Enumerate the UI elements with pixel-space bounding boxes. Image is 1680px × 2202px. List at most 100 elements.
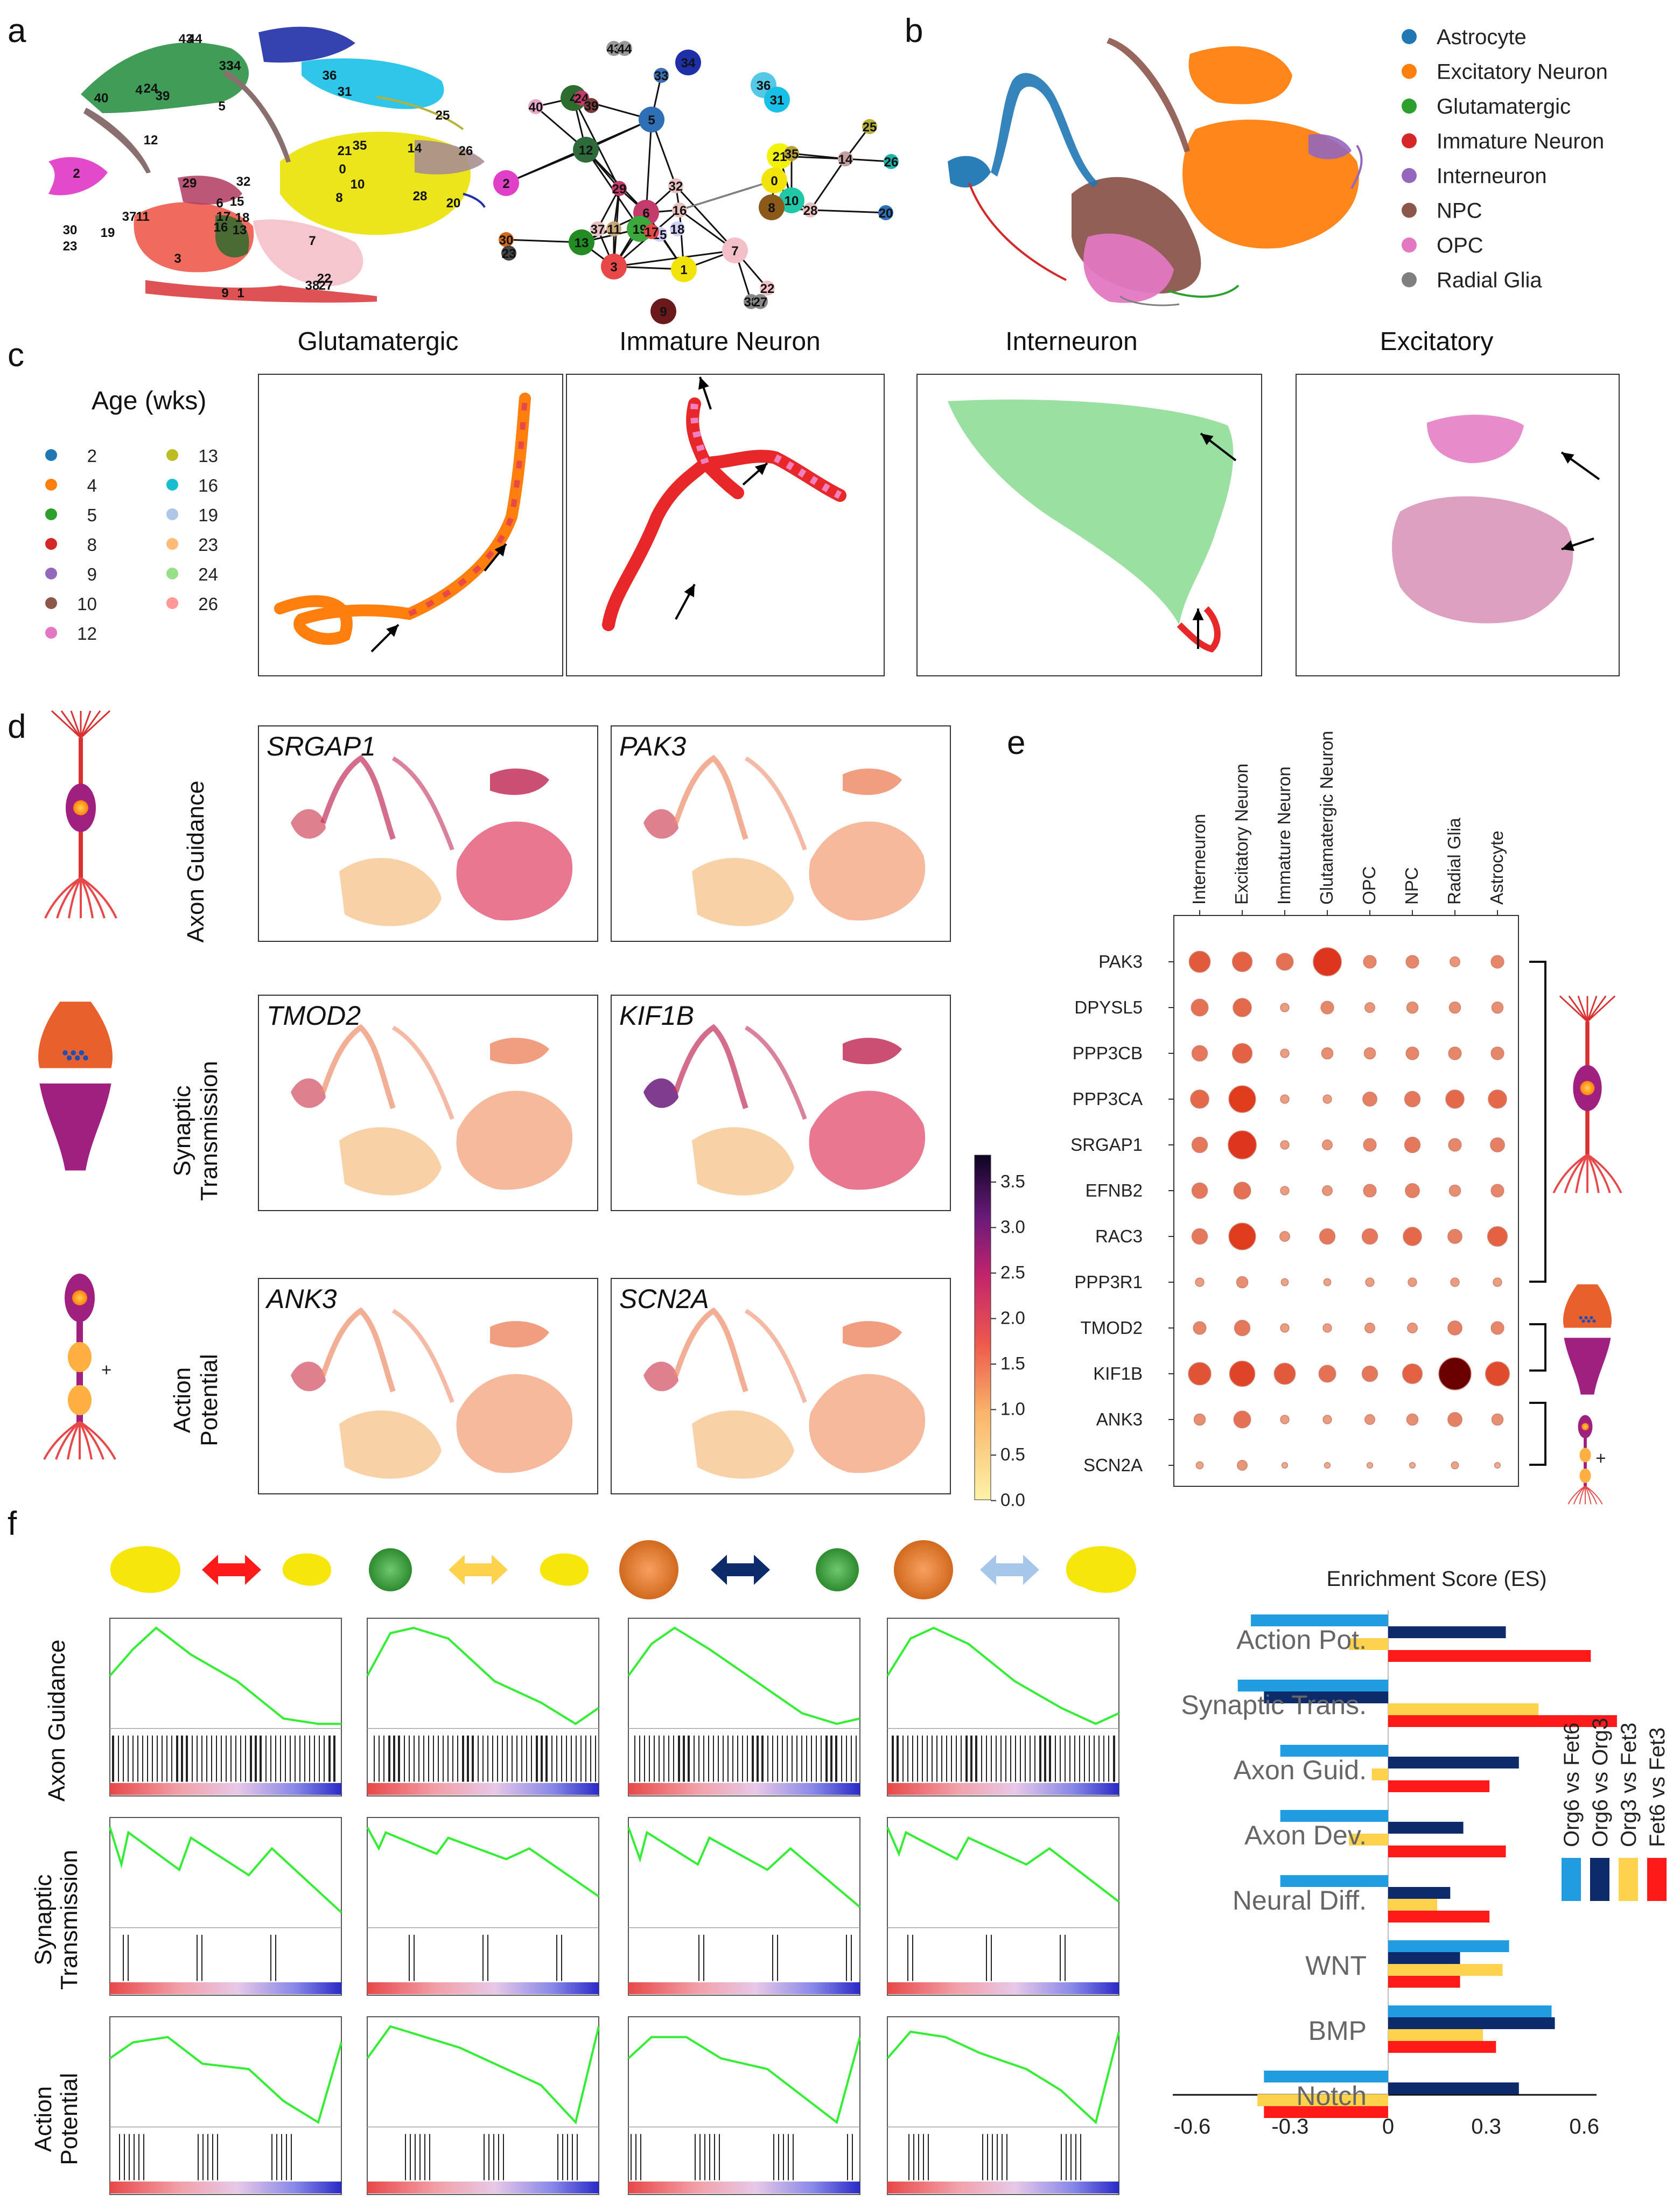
paga-node-label: 33 (654, 69, 669, 83)
age-swatch (45, 479, 57, 491)
comparison-arrow (449, 1555, 508, 1585)
age-label: 16 (198, 476, 218, 495)
umap-cluster-label: 20 (446, 196, 461, 211)
legend-swatch (1647, 1858, 1667, 1901)
umap-cluster-label: 11 (136, 209, 149, 224)
dot-mark (1322, 1185, 1333, 1196)
dot-mark (1409, 1462, 1416, 1469)
es-bar (1388, 1964, 1503, 1976)
umap-cluster-label: 1 (237, 286, 244, 300)
paga-node (493, 170, 519, 196)
category-label: Axon Dev. (1244, 1820, 1367, 1850)
paga-node (569, 229, 594, 255)
dot-mark (1191, 998, 1209, 1017)
umap-cluster-label: 17 (216, 209, 231, 224)
dot-mark (1364, 1002, 1375, 1013)
dot-mark (1195, 1461, 1204, 1470)
organoid-icon (619, 1540, 678, 1599)
synapse-icon (1563, 1284, 1612, 1395)
dot-mark (1233, 998, 1252, 1017)
umap-cluster-label: 15 (230, 194, 244, 209)
umap-cluster-label: 0 (339, 162, 346, 177)
dot-mark (1191, 1228, 1208, 1245)
paga-node-label: 9 (660, 305, 667, 319)
paga-node-label: 40 (529, 100, 543, 115)
es-bar (1280, 1745, 1388, 1757)
dot-mark (1193, 1413, 1206, 1426)
panel-label-a: a (8, 12, 26, 50)
arrow-head (494, 544, 506, 557)
umap-cluster-label: 35 (353, 138, 367, 153)
umap-cluster-label: 22 (317, 271, 332, 286)
es-bar (1388, 1650, 1591, 1662)
paga-node-label: 39 (584, 99, 599, 114)
rank-bar (887, 2182, 1119, 2193)
column-label: Radial Glia (1444, 817, 1464, 905)
feature-trajectory (744, 1309, 807, 1403)
dot-mark (1281, 1462, 1289, 1469)
es-bar (1388, 2041, 1496, 2053)
dot-mark (1448, 1046, 1462, 1060)
dot-mark (1280, 1186, 1290, 1196)
paga-node (573, 137, 599, 163)
paga-node-label: 25 (863, 120, 877, 135)
paga-node-label: 20 (879, 206, 893, 221)
paga-node-label: 0 (771, 174, 778, 188)
paga-node (601, 254, 627, 279)
age-label: 19 (198, 505, 218, 525)
dot-mark (1403, 1227, 1422, 1246)
gene-name: SCN2A (619, 1284, 709, 1314)
panel-f-gsea: Axon Guidance Synaptic Transmission Action P… (30, 1540, 1136, 2195)
rank-bar (367, 2182, 599, 2193)
umap-cluster-label: 7 (309, 234, 316, 248)
dot-mark (1364, 1323, 1375, 1333)
legend-swatch (1402, 202, 1417, 218)
paga-node-label: 7 (731, 244, 738, 258)
dot-mark (1322, 1140, 1333, 1150)
row-label: SRGAP1 (1070, 1135, 1143, 1155)
feature-trajectory (673, 1307, 748, 1393)
row-label: RAC3 (1095, 1226, 1143, 1246)
feature-cloud (456, 821, 573, 921)
es-bar (1388, 1976, 1460, 1988)
dot-mark (1231, 1043, 1253, 1064)
umap-cluster-label: 5 (218, 99, 225, 114)
row-label: SCN2A (1083, 1455, 1143, 1475)
paga-node-label: 34 (681, 56, 696, 71)
paga-edge (613, 249, 736, 268)
paga-node (528, 99, 543, 114)
paga-node-label: 23 (502, 247, 516, 261)
comparison-arrow (980, 1555, 1039, 1585)
dot-mark (1323, 1278, 1332, 1287)
paga-node (606, 221, 621, 236)
age-swatch (166, 508, 178, 520)
legend-label: OPC (1437, 234, 1483, 257)
colorbar-tick-label: 0.5 (1000, 1444, 1025, 1464)
es-bar (1280, 1875, 1388, 1887)
trajectory (408, 398, 528, 617)
subplot-title: Interneuron (1005, 327, 1138, 356)
panel-c-subplots: Glutamatergic Immature Neuron Interneuron E… (258, 327, 1620, 676)
dot-mark (1491, 1413, 1504, 1426)
feature-cloud (339, 1410, 442, 1479)
category-label: WNT (1305, 1951, 1367, 1981)
row-label: EFNB2 (1086, 1180, 1143, 1200)
es-curve (109, 2036, 342, 2124)
age-label: 8 (87, 535, 97, 555)
feature-cloud (490, 1321, 549, 1348)
dot-mark (1363, 1138, 1377, 1152)
feature-cloud (339, 1127, 442, 1196)
paga-node (884, 154, 899, 169)
dot-mark (1488, 1089, 1507, 1109)
umap-cluster-label: 12 (144, 133, 158, 148)
dot-mark (1321, 1047, 1334, 1060)
polarity-mark: + (1595, 1448, 1606, 1468)
feature-cloud (809, 1090, 926, 1190)
paga-node (584, 98, 599, 113)
dot-mark (1191, 1136, 1208, 1154)
es-curve (366, 1626, 600, 1725)
dot-mark (1408, 1277, 1417, 1287)
row-label: Action (30, 2086, 57, 2152)
dot-mark (1445, 1089, 1465, 1109)
